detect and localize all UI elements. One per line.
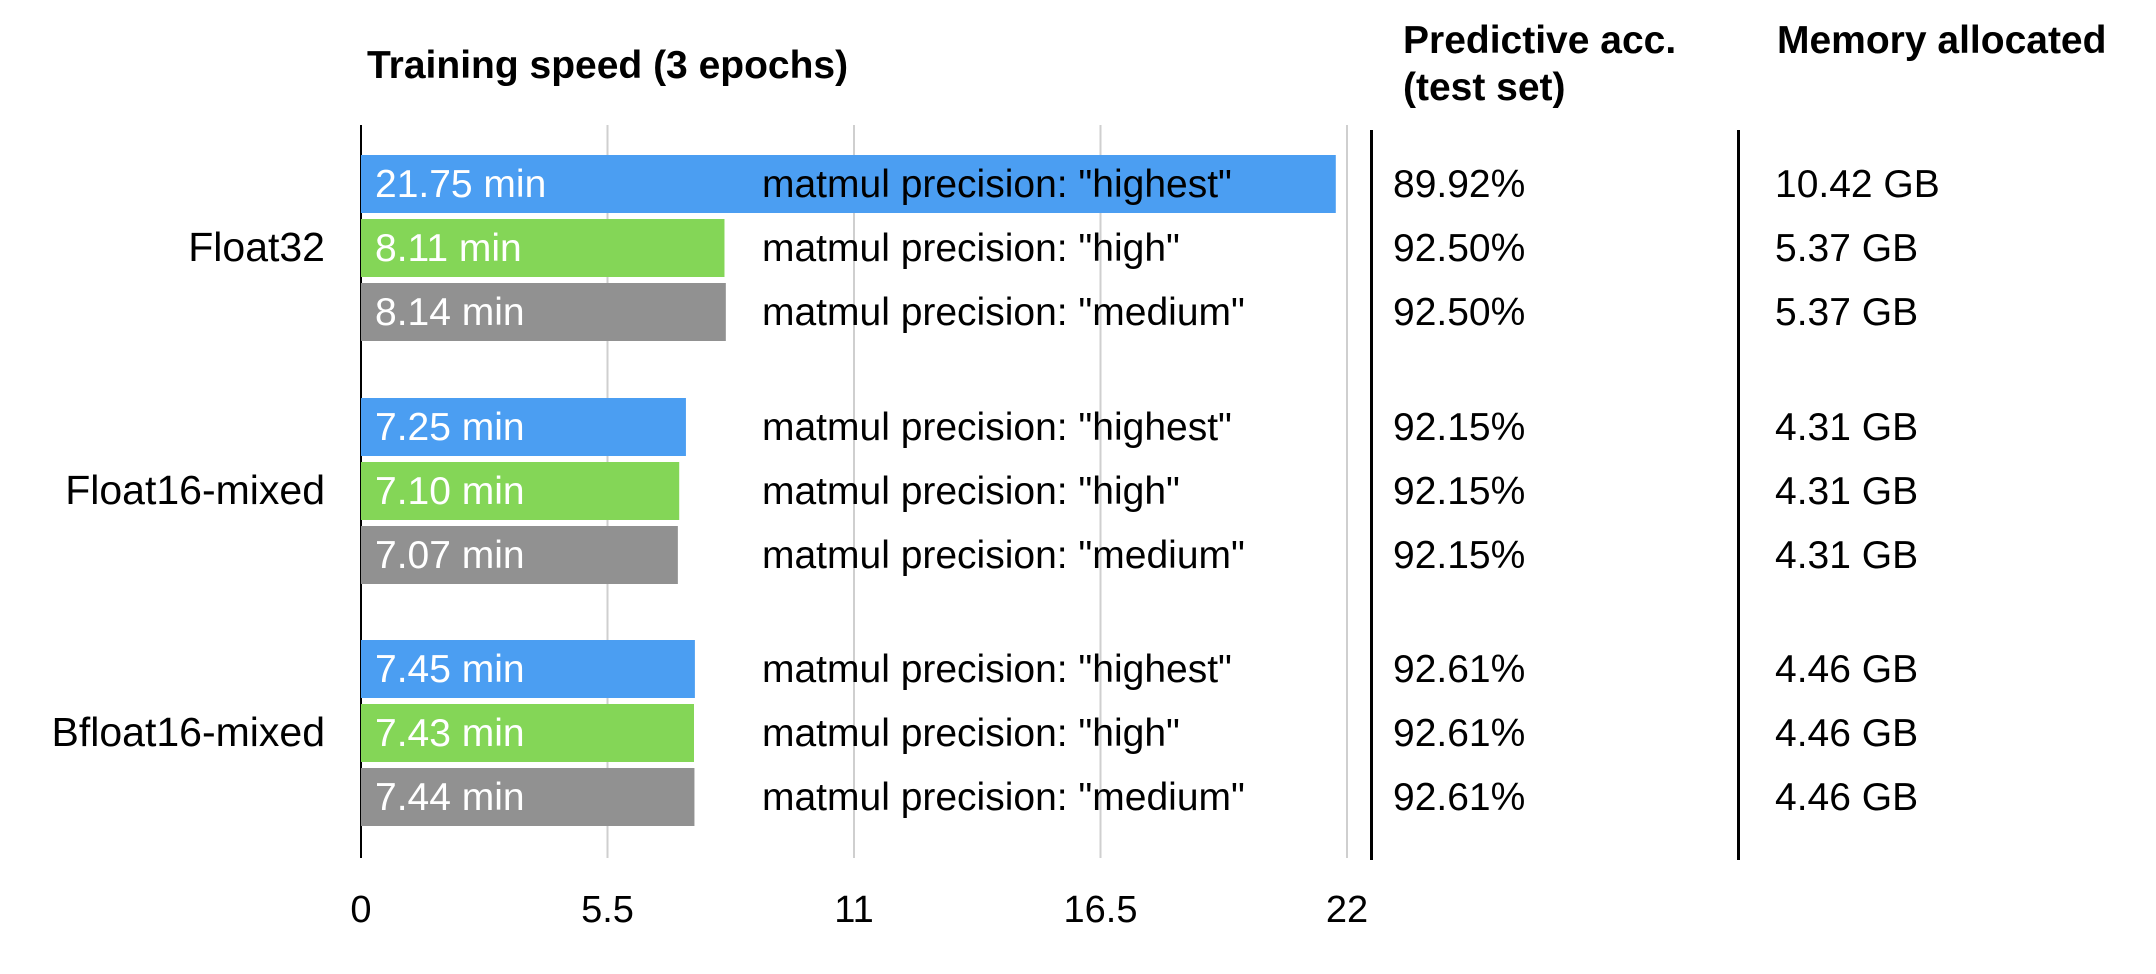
memory-value: 4.46 GB xyxy=(1775,776,1918,819)
bar-value-label: 7.25 min xyxy=(375,406,525,449)
precision-label: matmul precision: "high" xyxy=(762,712,1180,755)
group-label: Float16-mixed xyxy=(65,467,325,513)
accuracy-value: 92.61% xyxy=(1393,648,1525,691)
memory-value: 4.31 GB xyxy=(1775,406,1918,449)
accuracy-value: 89.92% xyxy=(1393,163,1525,206)
bar-value-label: 7.44 min xyxy=(375,776,525,819)
precision-label: matmul precision: "medium" xyxy=(762,291,1245,334)
x-tick-label: 16.5 xyxy=(1064,889,1138,931)
precision-label: matmul precision: "medium" xyxy=(762,776,1245,819)
x-tick-label: 0 xyxy=(350,889,371,931)
x-tick-label: 5.5 xyxy=(581,889,634,931)
group-label: Float32 xyxy=(188,224,325,270)
accuracy-value: 92.50% xyxy=(1393,227,1525,270)
precision-label: matmul precision: "highest" xyxy=(762,648,1232,691)
memory-value: 4.46 GB xyxy=(1775,648,1918,691)
precision-label: matmul precision: "highest" xyxy=(762,406,1232,449)
bar-value-label: 7.43 min xyxy=(375,712,525,755)
bar-value-label: 7.10 min xyxy=(375,470,525,513)
precision-label: matmul precision: "medium" xyxy=(762,534,1245,577)
group-label: Bfloat16-mixed xyxy=(52,709,325,755)
bar-value-label: 8.11 min xyxy=(375,227,522,270)
bar-value-label: 21.75 min xyxy=(375,163,546,206)
bar-value-label: 7.07 min xyxy=(375,534,525,577)
memory-value: 5.37 GB xyxy=(1775,291,1918,334)
memory-value: 10.42 GB xyxy=(1775,163,1940,206)
bar-value-label: 8.14 min xyxy=(375,291,525,334)
accuracy-value: 92.50% xyxy=(1393,291,1525,334)
x-tick-label: 22 xyxy=(1326,889,1368,931)
accuracy-value: 92.15% xyxy=(1393,406,1525,449)
precision-label: matmul precision: "highest" xyxy=(762,163,1232,206)
precision-label: matmul precision: "high" xyxy=(762,227,1180,270)
accuracy-value: 92.61% xyxy=(1393,776,1525,819)
accuracy-value: 92.15% xyxy=(1393,534,1525,577)
x-tick-label: 11 xyxy=(834,889,873,931)
accuracy-value: 92.15% xyxy=(1393,470,1525,513)
accuracy-value: 92.61% xyxy=(1393,712,1525,755)
memory-value: 5.37 GB xyxy=(1775,227,1918,270)
bar-value-label: 7.45 min xyxy=(375,648,525,691)
precision-label: matmul precision: "high" xyxy=(762,470,1180,513)
memory-value: 4.31 GB xyxy=(1775,470,1918,513)
memory-value: 4.46 GB xyxy=(1775,712,1918,755)
memory-value: 4.31 GB xyxy=(1775,534,1918,577)
